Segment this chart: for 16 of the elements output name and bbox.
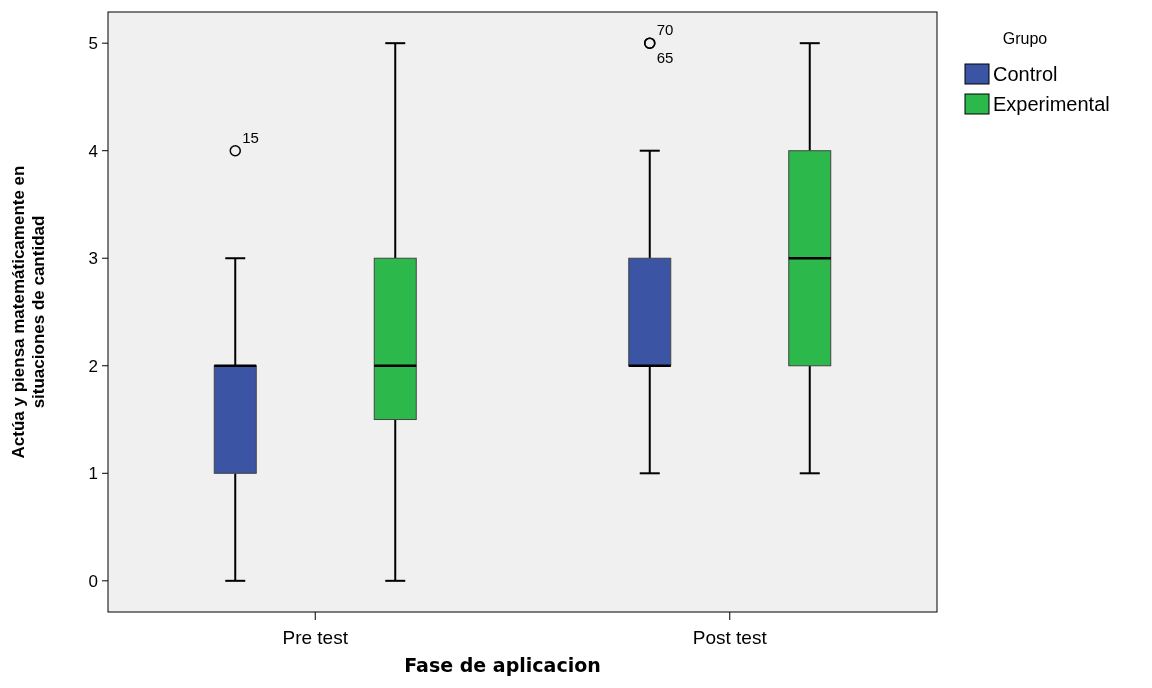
- legend-title: Grupo: [1002, 30, 1048, 47]
- y-axis-title: Actúa y piensa matemáticamente en situaciones de cantidad: [9, 165, 48, 459]
- x-axis-title: Fase de aplicacion: [404, 654, 601, 676]
- legend-label: Control: [993, 63, 1058, 85]
- annotation: 65: [656, 49, 674, 67]
- y-tick-label: 2: [88, 356, 98, 376]
- annotation: 70: [656, 21, 674, 39]
- x-tick-label: Pre test: [282, 627, 349, 648]
- y-tick-label: 3: [88, 249, 98, 269]
- legend-label: Experimental: [993, 93, 1110, 115]
- x-tick-label: Post test: [692, 627, 768, 648]
- y-tick-label: 1: [88, 464, 98, 484]
- y-tick-label: 0: [88, 571, 98, 591]
- y-tick-label: 5: [88, 34, 98, 54]
- y-tick-label: 4: [88, 141, 98, 161]
- annotation: 15: [242, 128, 259, 146]
